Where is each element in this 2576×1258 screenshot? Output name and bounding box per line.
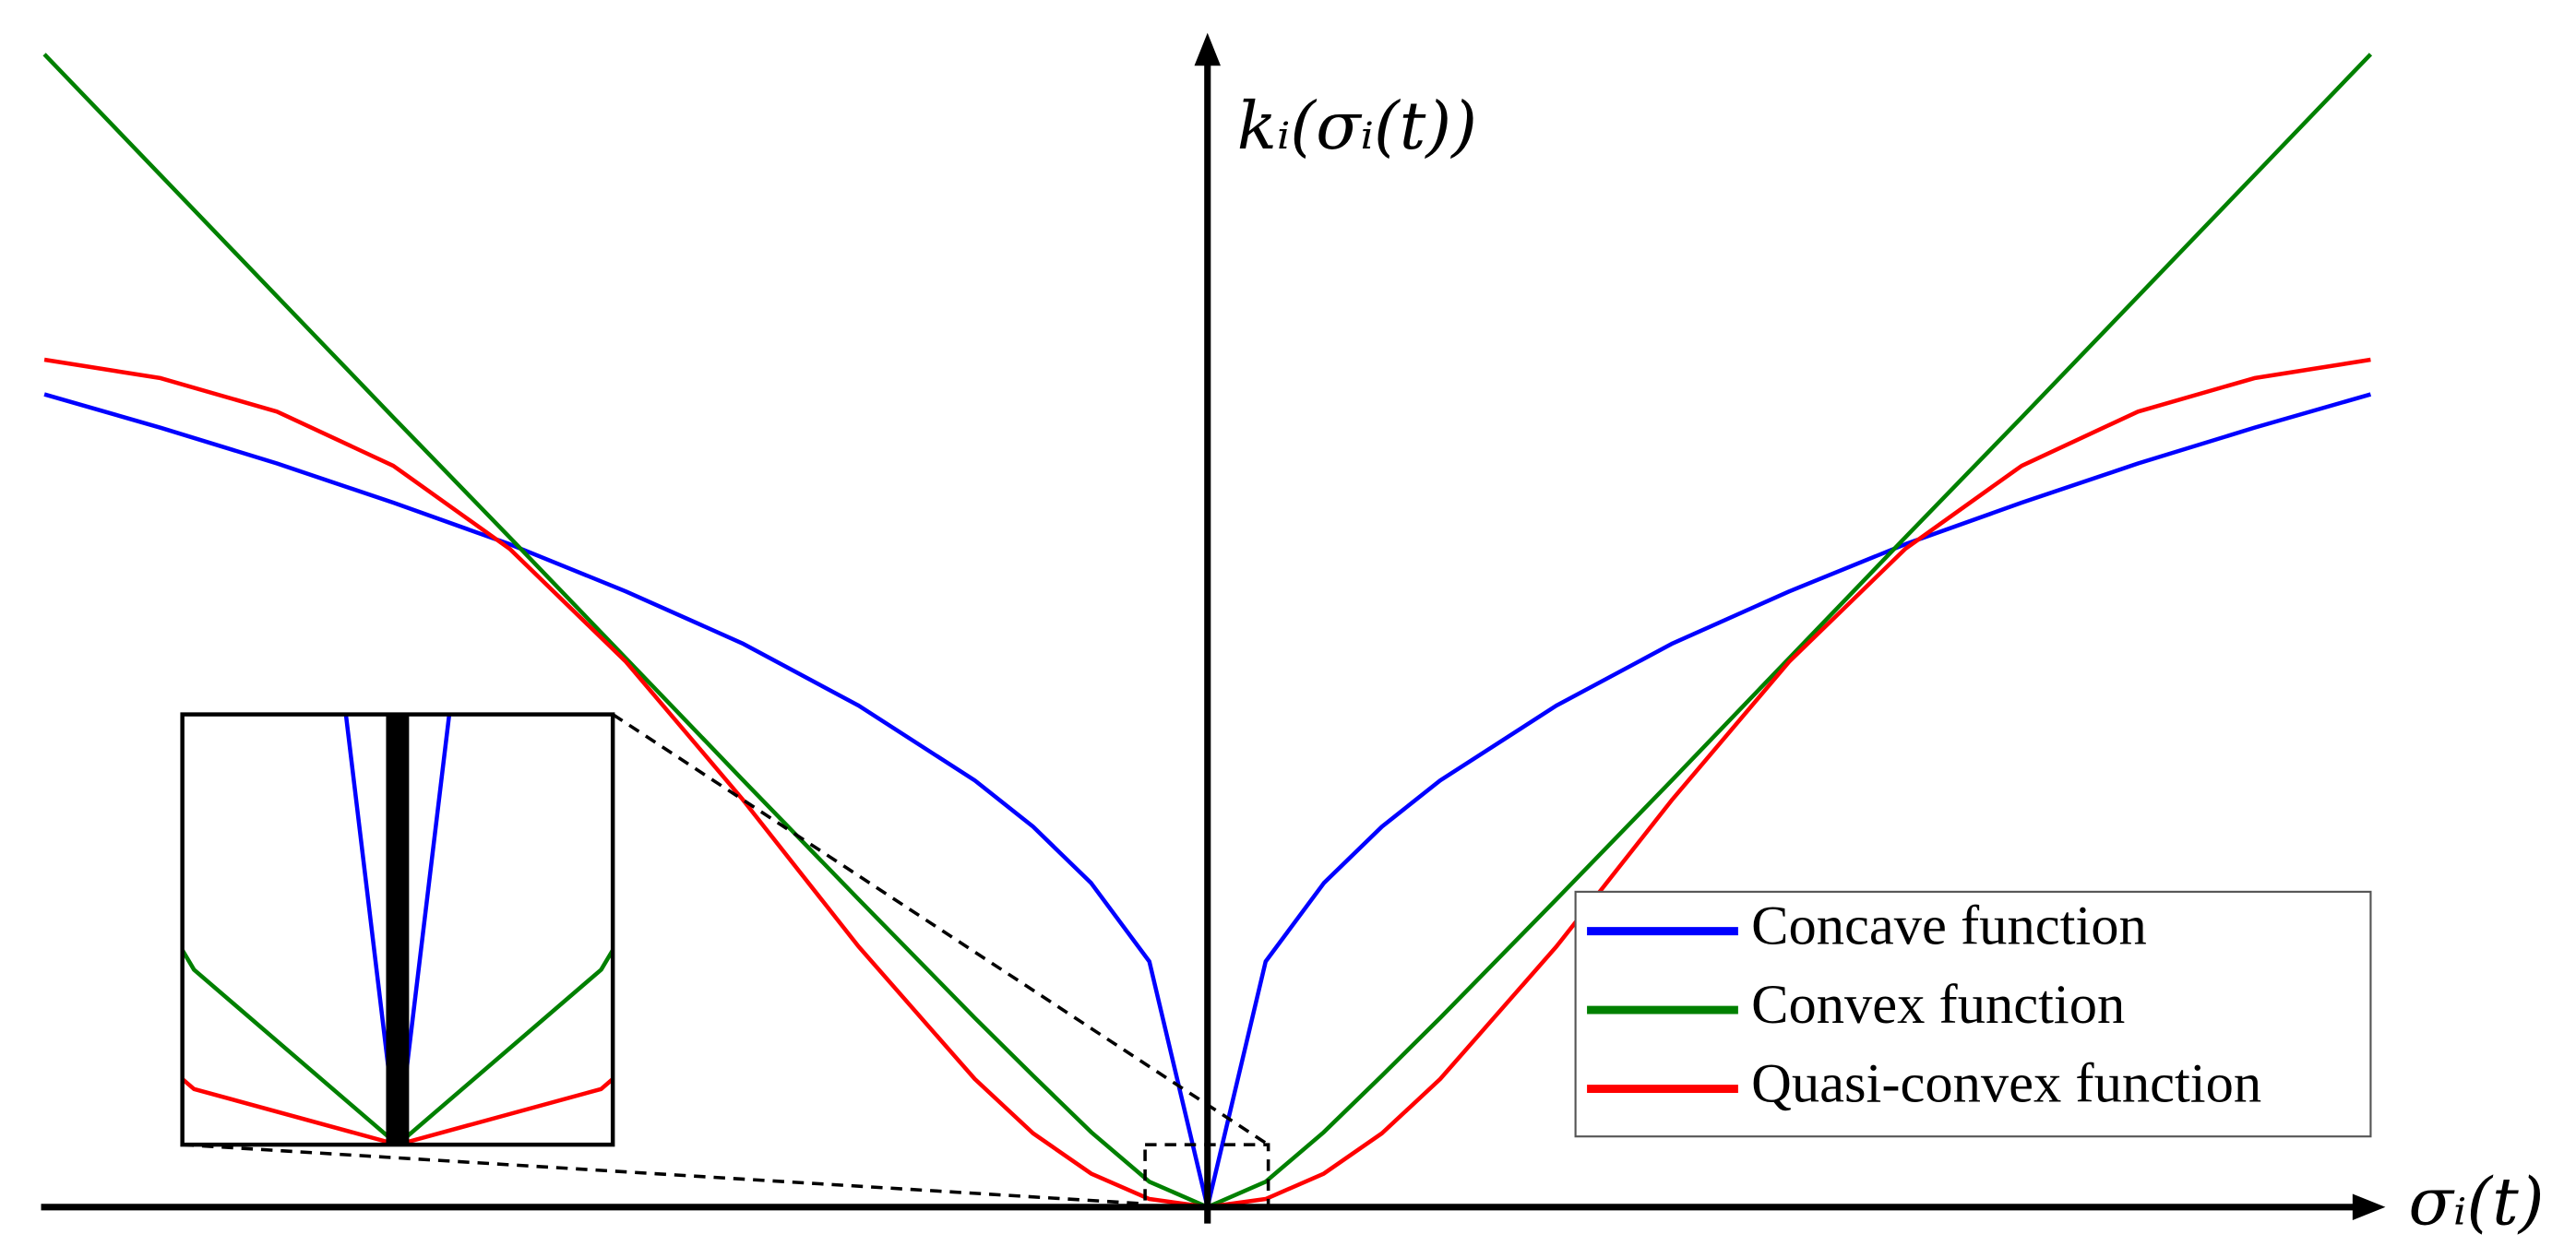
x-axis-label: σᵢ(t): [2408, 1163, 2544, 1240]
zoom-region: [1143, 1143, 1270, 1209]
x-axis-arrow: [2352, 1193, 2386, 1221]
y-axis-arrow: [1194, 32, 1221, 66]
legend-label: Concave function: [1751, 896, 2147, 957]
y-axis-label: kᵢ(σᵢ(t)): [1237, 88, 1477, 164]
zoom-connector: [182, 1143, 1146, 1205]
inset-frame: [180, 712, 615, 1147]
legend-label: Quasi-convex function: [1751, 1052, 2261, 1114]
legend: Concave function Convex function Quasi-con…: [1574, 890, 2372, 1138]
legend-label: Convex function: [1751, 974, 2125, 1036]
zoom-connector: [612, 713, 1270, 1146]
